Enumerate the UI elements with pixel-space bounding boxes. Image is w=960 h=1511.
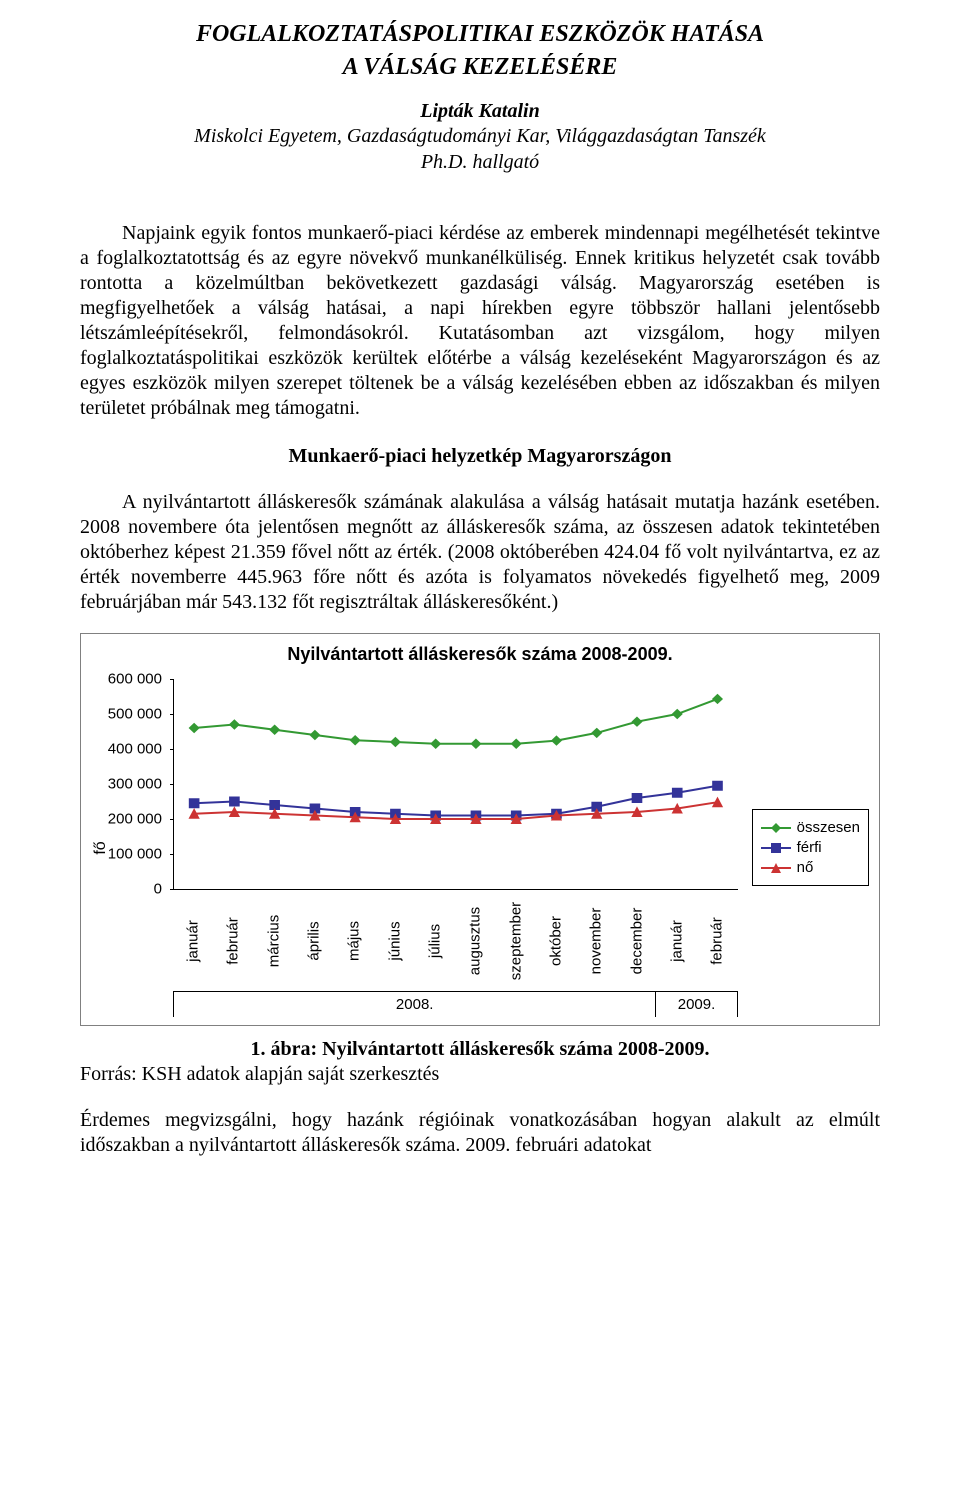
chart-series-marker bbox=[270, 725, 280, 734]
chart-series-marker bbox=[189, 723, 199, 732]
chart-series-marker bbox=[632, 717, 642, 726]
chart-series-marker bbox=[391, 737, 401, 746]
chart-series-marker bbox=[431, 739, 441, 748]
chart-y-tick-label: 400 000 bbox=[108, 740, 162, 757]
chart-legend: összesen férfi nő bbox=[752, 809, 869, 886]
chart-series-marker bbox=[592, 728, 602, 737]
chart-x-tick-label: augusztus bbox=[455, 894, 495, 989]
chart-legend-marker-icon bbox=[770, 842, 782, 854]
chart-series-marker bbox=[230, 720, 240, 729]
paragraph-intro: Napjaink egyik fontos munkaerő-piaci kér… bbox=[80, 221, 880, 421]
paragraph-body: A nyilvántartott álláskeresők számának a… bbox=[80, 490, 880, 615]
chart-title: Nyilvántartott álláskeresők száma 2008-2… bbox=[91, 644, 869, 665]
closing-paragraph: Érdemes megvizsgálni, hogy hazánk régiói… bbox=[80, 1108, 880, 1158]
figure-source: Forrás: KSH adatok alapján saját szerkes… bbox=[80, 1063, 880, 1086]
chart-legend-label: összesen bbox=[797, 819, 860, 836]
chart-x-tick-label: április bbox=[294, 894, 334, 989]
chart-container: Nyilvántartott álláskeresők száma 2008-2… bbox=[80, 633, 880, 1026]
chart-series-marker bbox=[189, 798, 199, 807]
chart-series-marker bbox=[310, 730, 320, 739]
chart-series-marker bbox=[672, 788, 682, 797]
page-title-line2: A VÁLSÁG KEZELÉSÉRE bbox=[80, 53, 880, 82]
chart-legend-label: férfi bbox=[797, 839, 822, 856]
chart-x-tick-label: május bbox=[334, 894, 374, 989]
page-title-line1: FOGLALKOZTATÁSPOLITIKAI ESZKÖZÖK HATÁSA bbox=[80, 20, 880, 49]
chart-x-labels: januárfebruármárciusáprilismájusjúniusjú… bbox=[173, 894, 738, 989]
chart-x-tick-label: június bbox=[375, 894, 415, 989]
chart-y-tick-label: 0 bbox=[154, 880, 162, 897]
chart-x-tick-label: szeptember bbox=[496, 894, 536, 989]
affiliation-line2: Ph.D. hallgató bbox=[80, 149, 880, 175]
chart-legend-item: összesen bbox=[761, 819, 860, 836]
chart-x-tick-label: október bbox=[536, 894, 576, 989]
chart-x-tick-label: január bbox=[657, 894, 697, 989]
chart-series-marker bbox=[713, 781, 723, 790]
chart-series-marker bbox=[552, 736, 562, 745]
chart-y-tick-label: 600 000 bbox=[108, 670, 162, 687]
chart-y-tick-label: 500 000 bbox=[108, 705, 162, 722]
chart-year-row: 2008.2009. bbox=[173, 991, 738, 1017]
chart-x-tick-label: július bbox=[415, 894, 455, 989]
chart-x-tick-label: január bbox=[173, 894, 213, 989]
chart-x-tick-label: december bbox=[617, 894, 657, 989]
figure-caption: 1. ábra: Nyilvántartott álláskeresők szá… bbox=[80, 1038, 880, 1061]
chart-legend-marker-icon bbox=[770, 862, 782, 874]
chart-series-marker bbox=[471, 739, 481, 748]
author-name: Lipták Katalin bbox=[80, 100, 880, 123]
chart-x-tick-label: november bbox=[576, 894, 616, 989]
chart-year-group-label: 2008. bbox=[173, 992, 656, 1017]
chart-series-marker bbox=[230, 797, 240, 806]
chart-legend-item: nő bbox=[761, 859, 860, 876]
chart-series-marker bbox=[350, 735, 360, 744]
chart-series-marker bbox=[632, 793, 642, 802]
chart-legend-marker-icon bbox=[770, 822, 782, 834]
chart-year-group-label: 2009. bbox=[656, 992, 737, 1017]
chart-legend-item: férfi bbox=[761, 839, 860, 856]
chart-y-tick-label: 200 000 bbox=[108, 810, 162, 827]
chart-series-marker bbox=[713, 694, 723, 703]
chart-plot-area: 0100 000200 000300 000400 000500 000600 … bbox=[173, 679, 738, 890]
chart-series-marker bbox=[511, 739, 521, 748]
chart-x-tick-label: február bbox=[697, 894, 737, 989]
chart-y-tick-label: 300 000 bbox=[108, 775, 162, 792]
chart-y-tick-label: 100 000 bbox=[108, 845, 162, 862]
chart-x-tick-label: március bbox=[254, 894, 294, 989]
chart-series-marker bbox=[672, 709, 682, 718]
chart-x-tick-label: február bbox=[213, 894, 253, 989]
section-title: Munkaerő-piaci helyzetkép Magyarországon bbox=[80, 445, 880, 468]
chart-legend-label: nő bbox=[797, 859, 814, 876]
affiliation-line1: Miskolci Egyetem, Gazdaságtudományi Kar,… bbox=[80, 123, 880, 149]
